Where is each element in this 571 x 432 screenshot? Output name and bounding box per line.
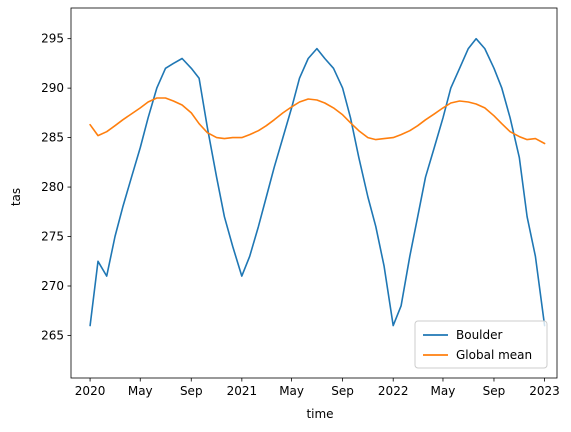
x-tick-label: Sep (483, 384, 506, 398)
y-tick-label: 265 (41, 328, 64, 342)
legend-label: Boulder (456, 328, 503, 342)
x-tick-label: 2022 (378, 384, 409, 398)
y-tick-label: 290 (41, 81, 64, 95)
x-tick-label: 2021 (227, 384, 258, 398)
legend: Boulder Global mean (414, 320, 548, 369)
y-axis-label: tas (9, 188, 23, 206)
y-tick-label: 295 (41, 32, 64, 46)
x-tick-label: 2023 (529, 384, 560, 398)
legend-label: Global mean (456, 348, 532, 362)
y-tick-label: 270 (41, 279, 64, 293)
y-tick-label: 285 (41, 131, 64, 145)
x-tick-label: Sep (180, 384, 203, 398)
series-line-boulder (89, 37, 546, 327)
axes-border (70, 7, 558, 379)
x-tick-label: May (279, 384, 304, 398)
series-line-global-mean (89, 97, 546, 145)
y-tick-label: 275 (41, 230, 64, 244)
x-tick-label: 2020 (75, 384, 106, 398)
x-axis-label: time (306, 407, 333, 421)
x-axis: 2020 May Sep 2021 May Sep 2022 May Sep 2023 (75, 378, 560, 398)
legend-box (414, 320, 548, 369)
plot-area (89, 37, 546, 327)
x-tick-label: May (431, 384, 456, 398)
y-tick-label: 280 (41, 180, 64, 194)
axes-frame (70, 7, 558, 379)
x-tick-label: May (128, 384, 153, 398)
y-axis: 265 270 275 280 285 290 295 (41, 32, 71, 342)
x-tick-label: Sep (331, 384, 354, 398)
